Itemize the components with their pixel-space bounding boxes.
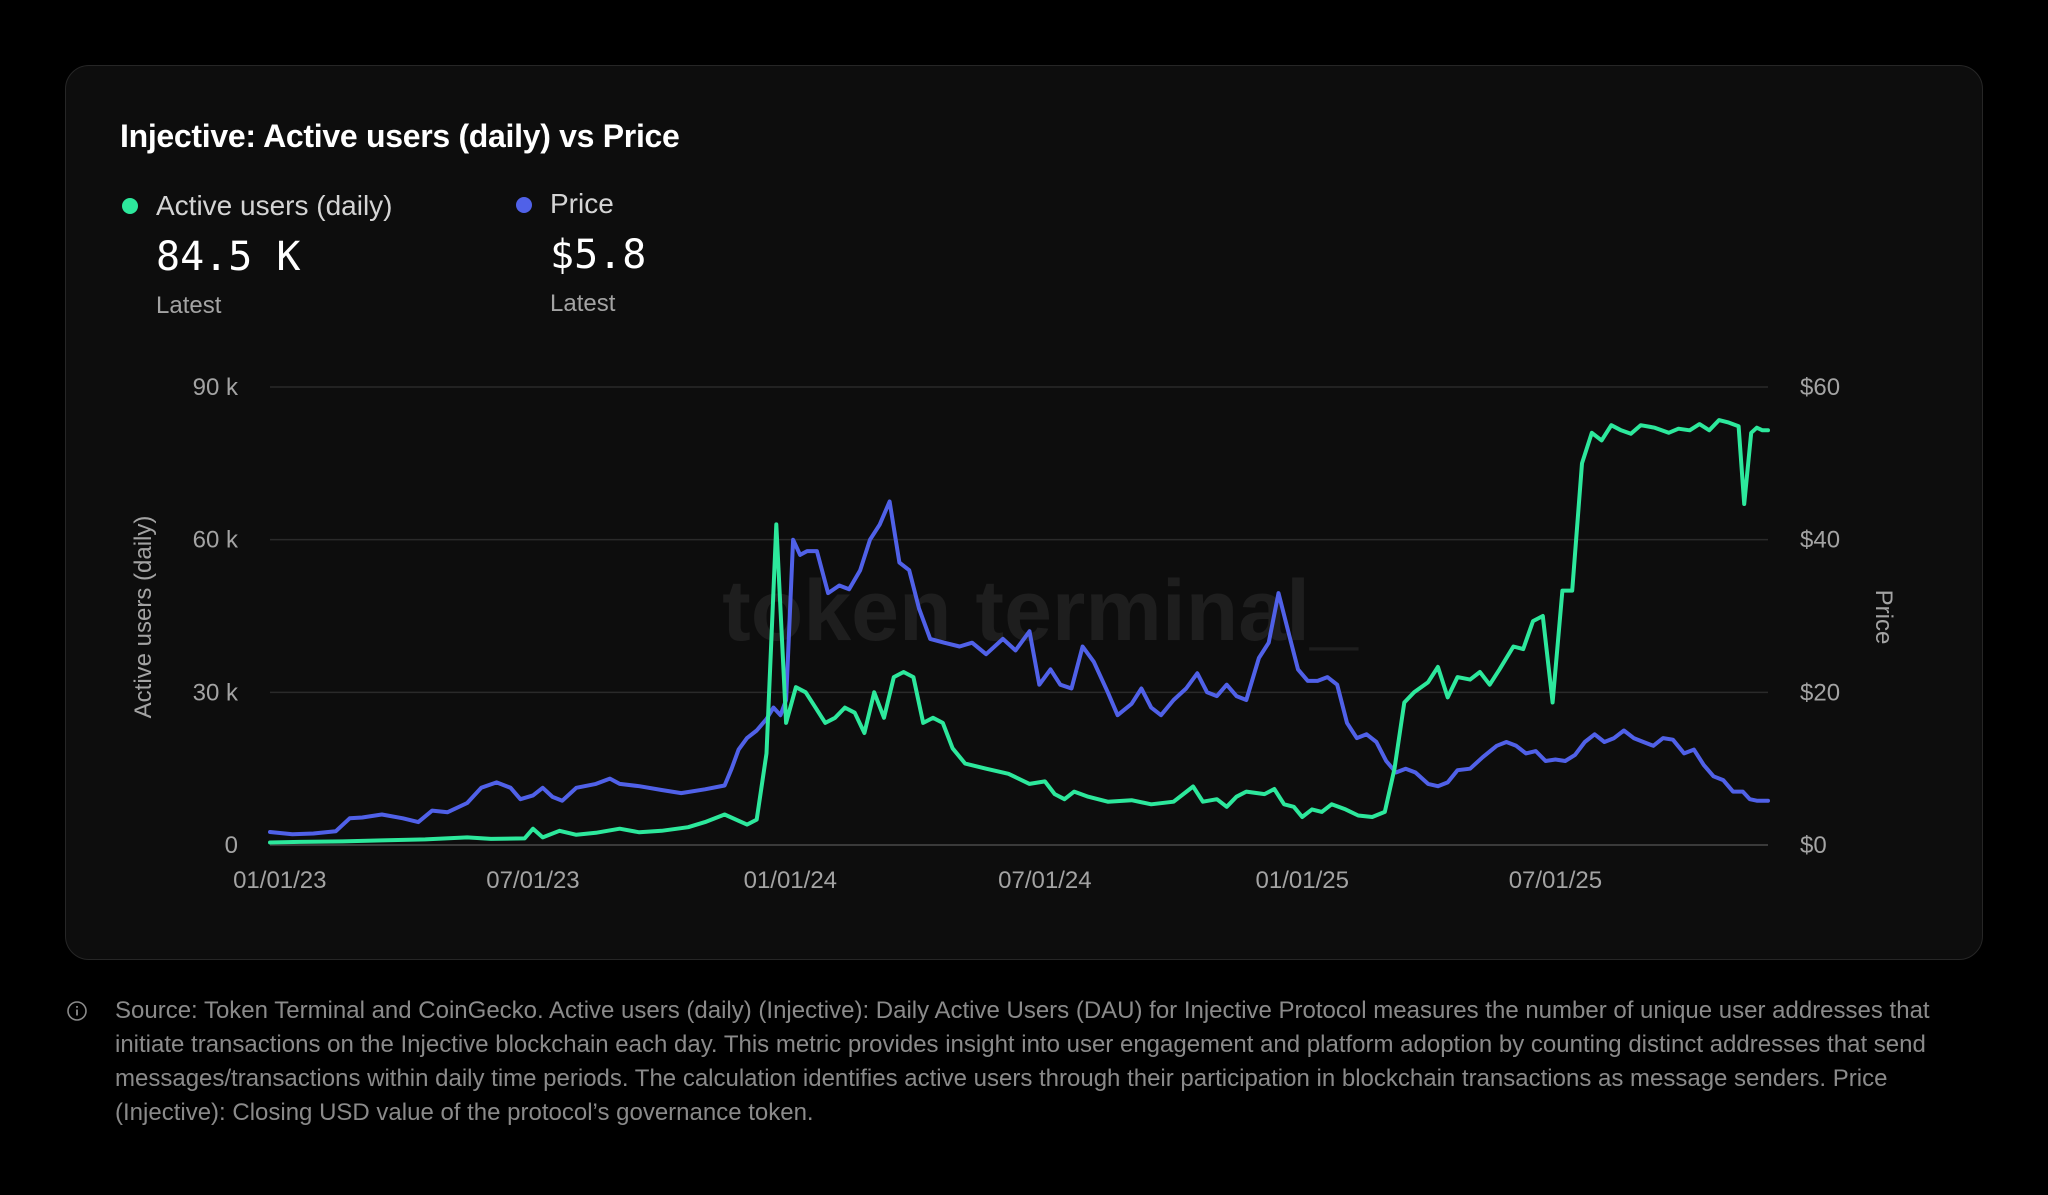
legend-label-price: Price [550,188,614,219]
y-left-tick-label: 30 k [193,679,239,706]
series-line-price[interactable] [268,499,1770,837]
chart-plot: token terminal_ 0 30 k 60 k 90 k $0 $20 $40 $6… [130,374,1897,894]
y-left-tick-label: 60 k [193,527,239,554]
watermark: token terminal_ [722,563,1359,659]
legend-dot-active-users [122,198,138,214]
x-tick-label: 07/01/23 [486,867,579,894]
left-axis: 0 30 k 60 k 90 k [193,374,239,859]
x-tick-label: 07/01/25 [1509,867,1602,894]
y-left-tick-label: 90 k [193,374,239,401]
x-tick-label: 07/01/24 [998,867,1091,894]
y-right-tick-label: $20 [1800,679,1840,706]
y-right-tick-label: $0 [1800,832,1827,859]
latest-value-price: $5.8 [550,232,647,278]
legend-dot-price [516,197,532,213]
chart-card [65,65,1983,960]
latest-caption-active-users: Latest [156,292,222,319]
x-axis: 01/01/23 07/01/23 01/01/24 07/01/24 01/01/25… [233,867,1602,894]
right-axis: $0 $20 $40 $60 [1800,374,1840,859]
y-right-tick-label: $60 [1800,374,1840,401]
series-line-active-users-daily[interactable] [268,418,1770,845]
y-axis-left-label: Active users (daily) [130,516,157,719]
series-layer [268,418,1770,845]
y-left-tick-label: 0 [225,832,238,859]
y-axis-right-label: Price [1870,590,1897,645]
grid-layer [270,386,1768,846]
info-icon [67,1001,87,1021]
latest-value-active-users: 84.5 K [156,234,301,280]
x-tick-label: 01/01/25 [1256,867,1349,894]
x-tick-label: 01/01/23 [233,867,326,894]
x-tick-label: 01/01/24 [744,867,837,894]
source-footnote: Source: Token Terminal and CoinGecko. Ac… [115,997,1930,1126]
latest-caption-price: Latest [550,290,616,317]
legend-label-active-users: Active users (daily) [156,190,393,221]
chart-title: Injective: Active users (daily) vs Price [120,118,680,154]
y-right-tick-label: $40 [1800,527,1840,554]
